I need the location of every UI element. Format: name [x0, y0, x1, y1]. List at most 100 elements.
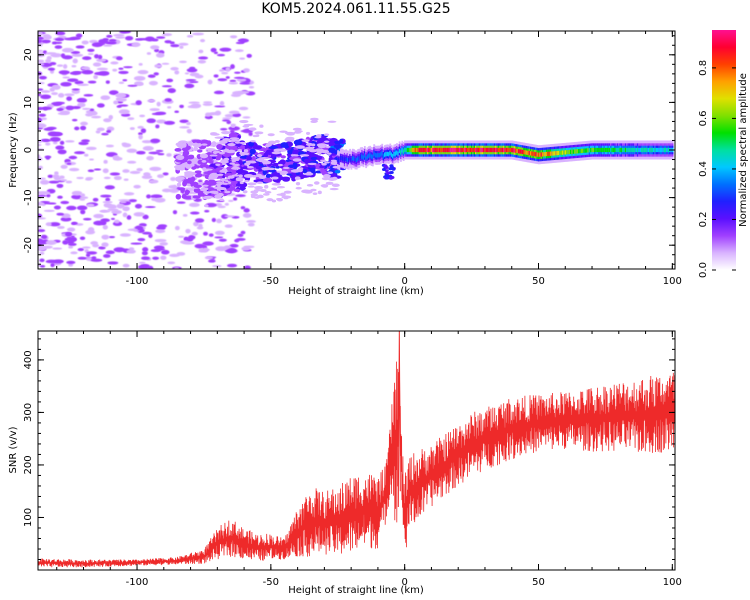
spectrogram-cell	[310, 156, 318, 161]
spectrogram-cell	[614, 147, 616, 153]
spectrogram-cell	[481, 147, 484, 153]
spectrogram-cell	[45, 155, 50, 160]
spectrogram-cell	[67, 242, 77, 246]
spectrogram-cell	[213, 51, 218, 55]
spectrogram-cell	[169, 188, 179, 193]
spectrogram-cell	[243, 123, 254, 126]
spectrogram-cell	[242, 190, 248, 194]
spectrogram-cell	[91, 115, 102, 119]
spectrogram-cell	[304, 146, 315, 150]
snr-series-line	[38, 361, 675, 568]
spectrogram-cell	[453, 147, 456, 153]
spectrogram-cell	[441, 147, 444, 153]
spectrogram-cell	[204, 256, 214, 260]
spectrogram-cell	[404, 147, 406, 153]
spectrogram-cell	[496, 147, 499, 153]
spectrogram-cell	[310, 117, 319, 121]
spectrogram-cell	[639, 147, 642, 153]
spectrogram-cell	[240, 206, 246, 210]
spectrogram-cell	[71, 106, 81, 110]
spectrogram-cell	[55, 31, 66, 36]
spectrogram-cell	[52, 141, 58, 145]
spectrogram-cell	[529, 151, 532, 156]
spectrogram-cell	[464, 147, 467, 153]
spectrogram-x-axis-label: Height of straight line (km)	[288, 286, 424, 297]
spectrogram-cell	[619, 147, 622, 153]
spectrogram-cell	[228, 110, 240, 115]
spectrogram-cell	[313, 181, 320, 185]
spectrogram-cell	[651, 147, 654, 153]
spectrogram-cell	[129, 170, 141, 174]
spectrogram-cell	[361, 154, 364, 159]
spectrogram-cell	[139, 114, 146, 118]
spectrogram-cell	[224, 190, 231, 194]
spectrogram-cell	[611, 147, 614, 153]
spectrogram-cell	[203, 101, 212, 104]
spectrogram-cell	[77, 248, 84, 252]
x-tick-label: 0	[401, 577, 407, 588]
spectrogram-cell	[271, 176, 279, 180]
spectrogram-cell	[520, 149, 523, 154]
spectrogram-cell	[186, 34, 194, 38]
spectrogram-cell	[402, 149, 405, 154]
spectrogram-cell	[147, 99, 156, 103]
spectrogram-cell	[499, 147, 501, 153]
spectrogram-cell	[293, 139, 303, 146]
spectrogram-cell	[294, 176, 300, 181]
spectrogram-cell	[429, 147, 432, 153]
spectrogram-cell	[66, 96, 73, 101]
spectrogram-cell	[161, 62, 170, 65]
spectrogram-cell	[56, 107, 64, 112]
spectrogram-cell	[146, 118, 156, 124]
spectrogram-cell	[302, 168, 308, 174]
spectrogram-cell	[519, 149, 521, 154]
spectrogram-cell	[495, 147, 497, 153]
spectrogram-cell	[479, 147, 481, 153]
spectrogram-cell	[38, 36, 45, 40]
spectrogram-cell	[473, 147, 476, 153]
spectrogram-cell	[254, 186, 264, 190]
spectrogram-cell	[239, 181, 244, 185]
x-tick-label: 100	[663, 276, 682, 287]
spectrogram-cell	[214, 203, 223, 207]
spectrogram-cell	[52, 247, 63, 250]
spectrogram-cell	[578, 149, 580, 154]
spectrogram-cell	[555, 151, 558, 156]
spectrogram-cell	[323, 133, 330, 136]
spectrogram-cell	[225, 67, 231, 72]
spectrogram-cell	[155, 124, 160, 129]
spectrogram-cell	[600, 147, 603, 153]
spectrogram-cell	[144, 206, 156, 209]
spectrogram-cell	[179, 60, 187, 64]
spectrogram-cell	[134, 203, 143, 209]
spectrogram-cell	[62, 55, 73, 60]
spectrogram-cell	[38, 194, 47, 197]
spectrogram-cell	[57, 93, 65, 98]
spectrogram-cell	[222, 117, 232, 120]
spectrogram-cell	[67, 227, 76, 232]
spectrogram-cell	[113, 247, 126, 253]
spectrogram-cell	[188, 141, 194, 146]
spectrogram-cell	[233, 76, 245, 79]
spectrogram-cell	[68, 155, 78, 160]
spectrogram-cell	[91, 42, 103, 48]
spectrogram-cell	[599, 147, 602, 153]
spectrogram-cell	[318, 165, 325, 169]
spectrogram-cell	[237, 233, 244, 238]
spectrogram-cell	[194, 218, 205, 223]
spectrogram-cell	[420, 147, 422, 153]
spectrogram-cell	[276, 193, 285, 196]
spectrogram-cell	[587, 148, 590, 153]
spectrogram-cell	[216, 53, 226, 57]
spectrogram-cell	[239, 57, 246, 60]
spectrogram-cell	[354, 157, 357, 163]
spectrogram-cell	[65, 140, 75, 143]
spectrogram-cell	[393, 151, 396, 157]
spectrogram-cell	[378, 153, 381, 158]
spectrogram-cell	[128, 199, 137, 203]
spectrogram-cell	[62, 64, 68, 69]
spectrogram-cell	[306, 171, 312, 175]
spectrogram-cell	[39, 264, 46, 268]
spectrogram-cell	[208, 259, 216, 263]
